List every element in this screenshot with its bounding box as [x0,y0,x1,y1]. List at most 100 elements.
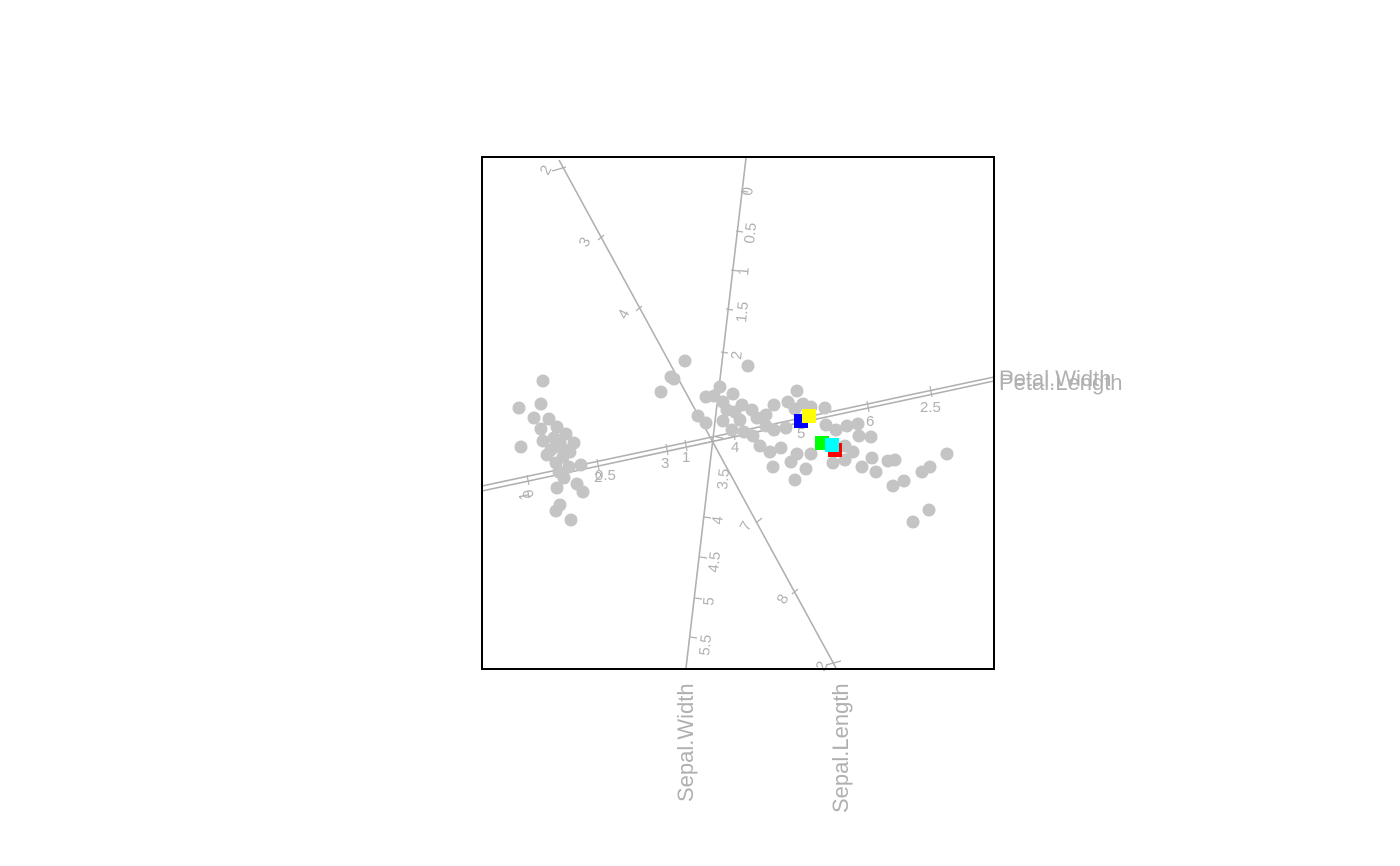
tick-label: 2 [813,659,832,674]
data-point [542,412,556,426]
data-point [741,359,755,373]
data-point [544,443,558,457]
data-point [699,416,713,430]
data-point [886,479,900,493]
data-point [790,384,804,398]
data-point [564,513,578,527]
data-point [536,374,550,388]
tick-label: 8 [774,592,793,607]
group-marker [825,438,839,452]
axis-label-sepal-width: Sepal.Width [673,683,698,802]
tick-label: 3 [576,235,595,250]
data-point [840,419,854,433]
tick-mark [929,385,933,398]
data-point [512,401,526,415]
data-point [799,462,813,476]
data-point [869,465,883,479]
data-point [788,473,802,487]
tick-label: 0 [739,186,757,196]
axis-label-petal-width: Petal.Width [999,366,1112,391]
data-point [557,471,571,485]
data-point [746,429,760,443]
tick-label: 0.5 [595,467,616,484]
data-point [550,420,564,434]
data-point [753,439,767,453]
tick-mark [720,351,729,354]
tick-mark [825,660,842,666]
tick-label: 4.5 [705,551,724,574]
data-point [779,421,793,435]
tick-label: 3 [661,455,669,472]
tick-label: 5.5 [696,634,715,657]
data-point [550,481,564,495]
tick-label: 0.5 [741,222,760,245]
data-point [790,447,804,461]
data-point [855,460,869,474]
tick-mark [725,308,734,311]
tick-label: 4 [731,439,739,456]
data-point [536,434,550,448]
data-point [819,418,833,432]
tick-label: 7 [737,519,756,534]
axis-sepal-width: Sepal.Width [673,157,747,802]
data-point [829,423,843,437]
tick-mark [596,458,600,471]
tick-label: 4 [709,515,727,525]
tick-label: 1 [682,449,690,466]
group-markers [794,409,842,457]
tick-label: 0 [520,488,538,500]
data-point [864,430,878,444]
data-point [865,451,879,465]
data-point [549,504,563,518]
tick-mark [730,269,739,272]
data-point [514,440,528,454]
data-point [767,423,781,437]
tick-mark [635,305,643,312]
data-point [759,408,773,422]
data-point [667,372,681,386]
axis-label-petal-length: Petal.Length [999,370,1123,395]
data-point [654,385,668,399]
tick-mark [755,517,763,524]
tick-label: 2 [537,163,556,178]
tick-label: 3.5 [714,468,733,491]
data-point [733,413,747,427]
data-point [940,447,954,461]
data-point [922,503,936,517]
data-point [527,411,541,425]
tick-mark [703,516,712,519]
data-point [534,422,548,436]
data-point [763,445,777,459]
data-point [852,429,866,443]
data-point [547,431,561,445]
tick-mark [866,400,870,413]
axis-label-sepal-length: Sepal.Length [828,683,853,813]
plot-frame [481,156,995,670]
data-point [906,515,920,529]
tick-label: 1 [516,490,534,502]
data-point [576,485,590,499]
data-point [725,423,739,437]
tick-mark [791,588,799,595]
tick-mark [694,597,703,600]
tick-label: 2.5 [920,399,941,416]
data-point [562,460,576,474]
tick-label: 5 [797,425,805,442]
ticks-sepal-width: 0 0.5 1 1.5 2 3.5 4 4.5 5 5.5 [689,186,760,657]
tick-label: 2 [728,350,746,360]
ticks-petal: 1 0 2 0.5 3 1 4 5 6 2.5 [516,385,941,502]
tick-label: 5 [700,596,718,606]
data-point [713,380,727,394]
data-point [534,397,548,411]
data-point [897,474,911,488]
data-point [720,403,734,417]
data-points [512,354,954,529]
data-point [726,387,740,401]
tick-mark [689,636,698,639]
data-point [851,417,865,431]
tick-label: 1.5 [733,301,752,324]
data-point [716,414,730,428]
tick-mark [665,443,669,456]
tick-label: 4 [615,307,634,322]
